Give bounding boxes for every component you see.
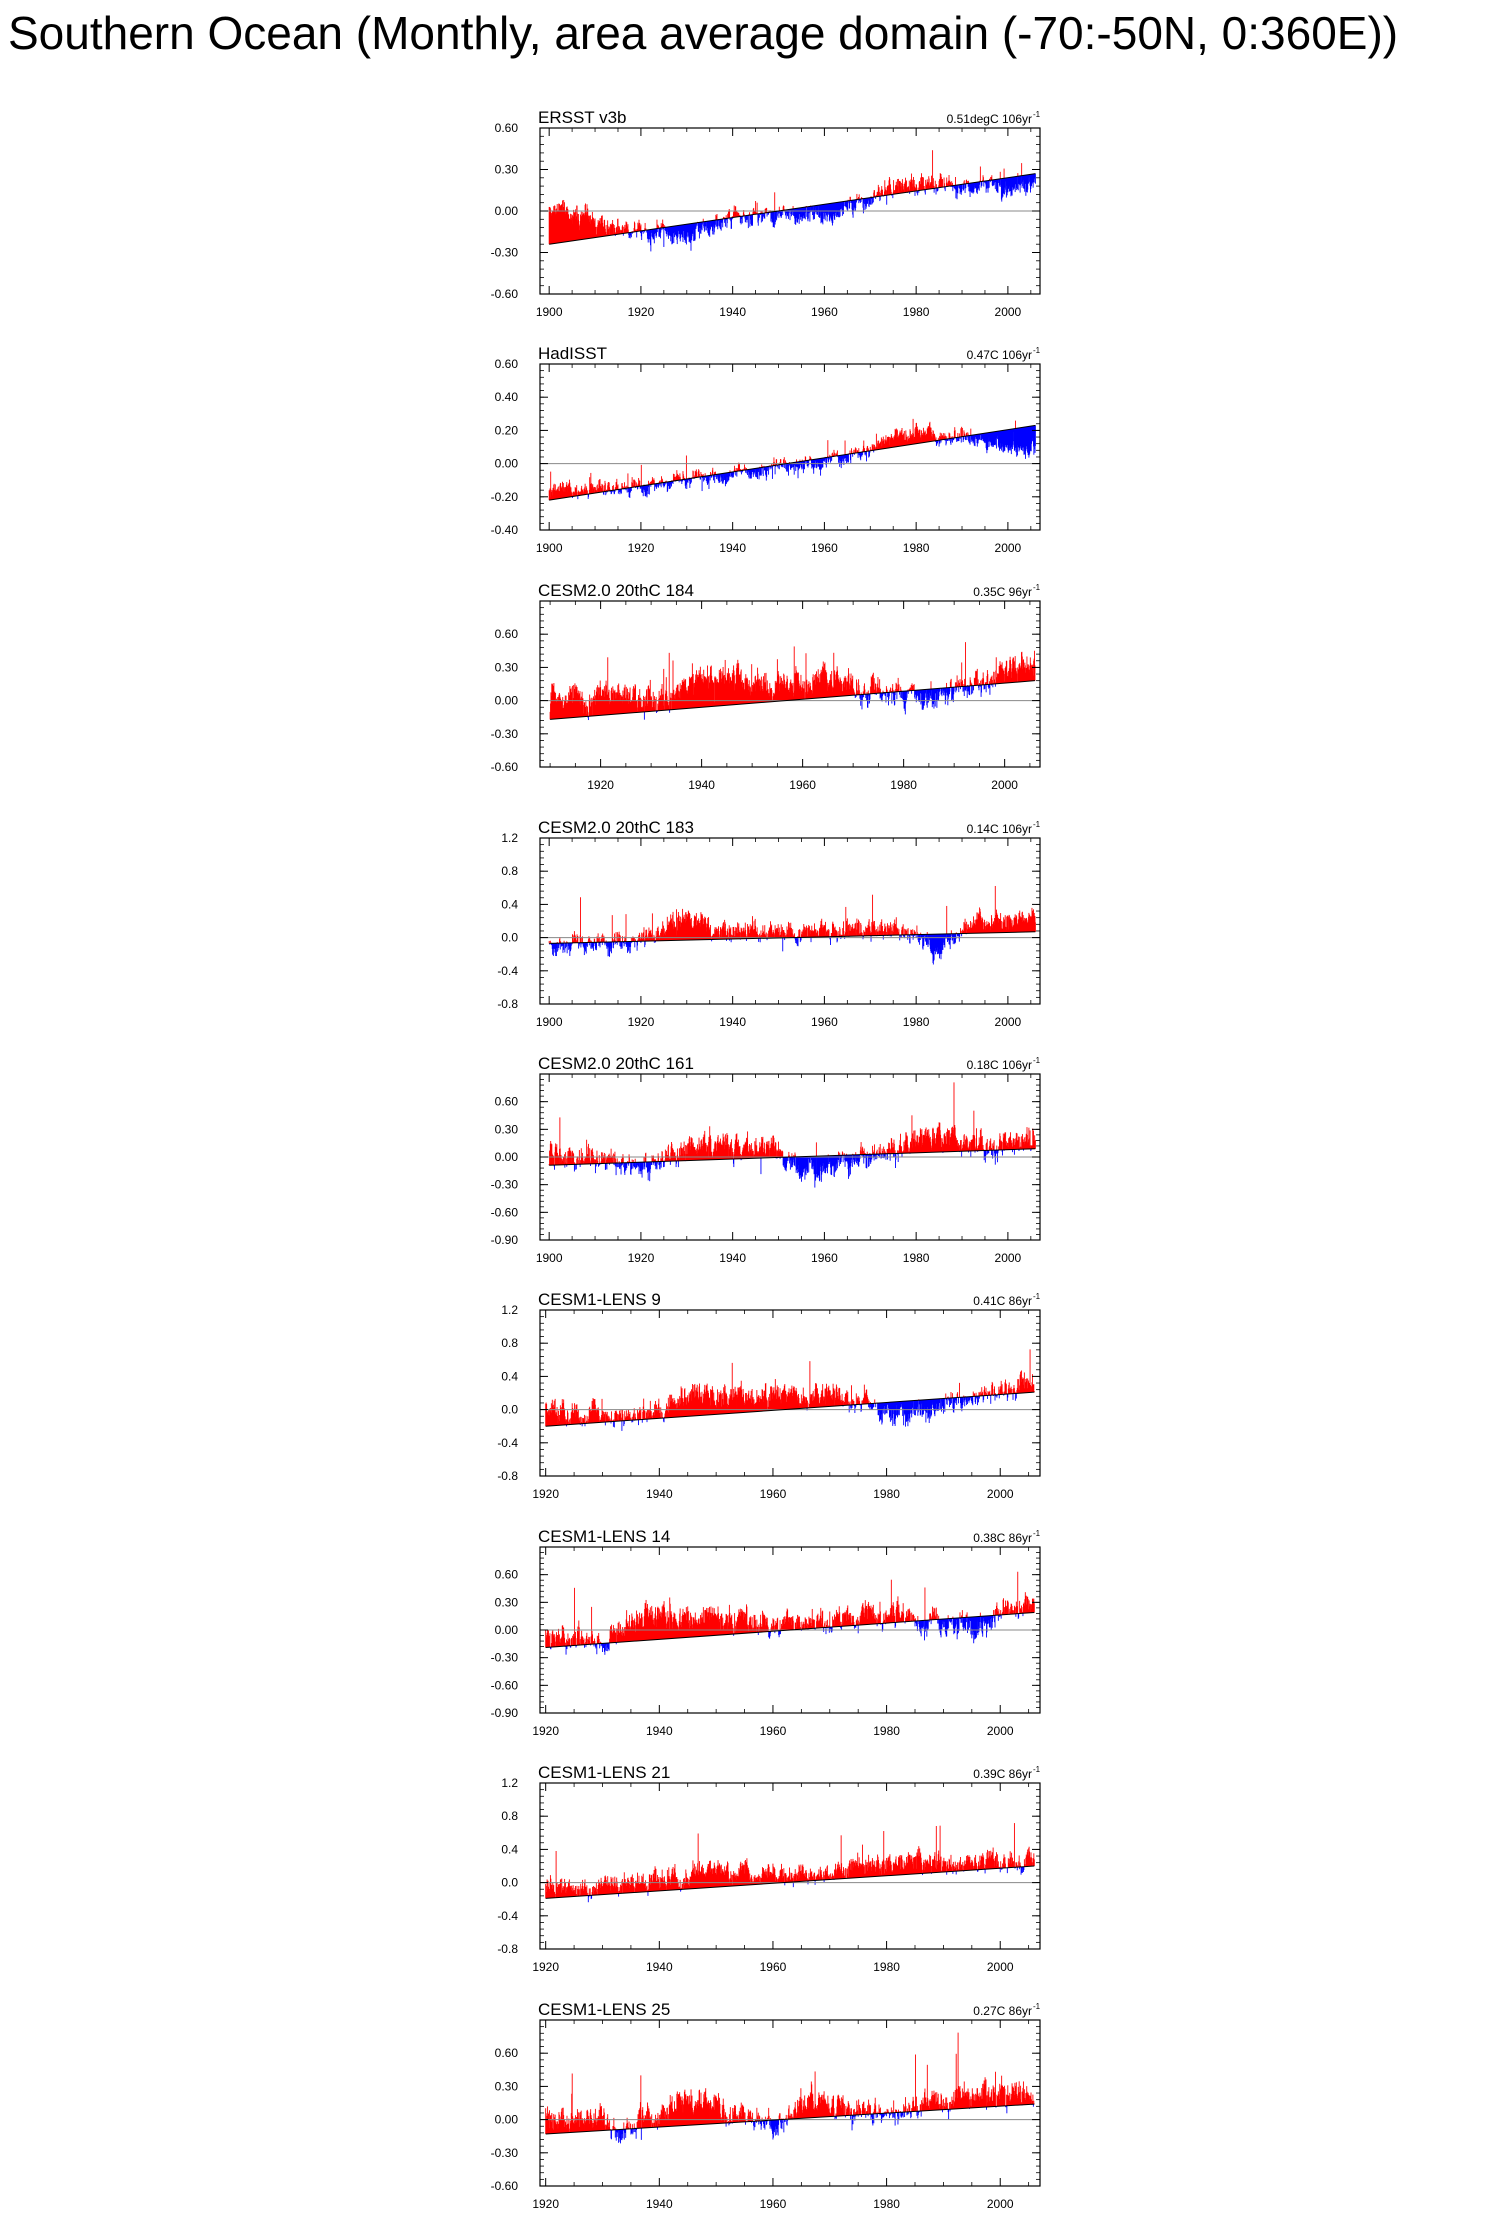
y-tick-label: 0.60 — [495, 121, 519, 135]
y-tick-label: -0.40 — [491, 523, 519, 537]
trend-label-sup: -1 — [1033, 820, 1041, 829]
x-tick-label: 2000 — [995, 305, 1022, 319]
y-tick-label: 0.00 — [495, 694, 519, 708]
panel-title: CESM2.0 20thC 184 — [538, 581, 694, 600]
anomaly-bars — [549, 886, 1035, 965]
y-tick-label: 0.40 — [495, 390, 519, 404]
trend-label: 0.47C 106yr — [967, 348, 1032, 362]
x-tick-label: 2000 — [991, 778, 1018, 792]
x-tick-label: 1900 — [536, 541, 563, 555]
trend-label: 0.35C 96yr — [973, 585, 1032, 599]
x-tick-label: 1920 — [587, 778, 614, 792]
y-tick-label: -0.60 — [491, 760, 519, 774]
y-tick-label: -0.20 — [491, 490, 519, 504]
trend-line — [549, 425, 1035, 500]
y-tick-label: 0.60 — [495, 357, 519, 371]
x-tick-label: 1940 — [719, 541, 746, 555]
chart-panel-1: ERSST v3b 0.51degC 106yr-1 -0.60 -0.30 0.00 0… — [0, 108, 1508, 344]
y-tick-label: 0.20 — [495, 423, 519, 437]
anomaly-bars — [549, 150, 1035, 251]
x-tick-label: 1900 — [536, 305, 563, 319]
panel-title: CESM2.0 20thC 183 — [538, 818, 694, 837]
trend-label: 0.14C 106yr — [967, 822, 1032, 836]
trend-label-sup: -1 — [1033, 583, 1041, 592]
x-tick-label: 1920 — [628, 305, 655, 319]
x-tick-label: 1960 — [811, 305, 838, 319]
trend-line — [549, 174, 1035, 245]
x-tick-label: 1920 — [628, 541, 655, 555]
x-tick-label: 1960 — [811, 541, 838, 555]
y-tick-label: 0.00 — [495, 204, 519, 218]
y-tick-label: -0.30 — [491, 727, 519, 741]
y-tick-label: 0.60 — [495, 627, 519, 641]
chart-panel-2: HadISST 0.47C 106yr-1 -0.40 -0.20 0.00 0.20 0.… — [0, 344, 1508, 580]
x-tick-label: 1960 — [789, 778, 816, 792]
trend-label-sup: -1 — [1033, 346, 1041, 355]
plot-frame — [540, 364, 1040, 530]
anomaly-bars — [550, 642, 1035, 720]
y-tick-label: 0.00 — [495, 457, 519, 471]
trend-label: 0.51degC 106yr — [947, 112, 1032, 126]
chart-panel-3: CESM2.0 20thC 184 0.35C 96yr-1 -0.60 -0.30 0… — [0, 581, 1508, 817]
x-tick-label: 2000 — [995, 541, 1022, 555]
trend-label-sup: -1 — [1033, 110, 1041, 119]
y-tick-label: -0.30 — [491, 246, 519, 260]
x-tick-label: 1980 — [903, 541, 930, 555]
panel-title: HadISST — [538, 344, 607, 363]
y-tick-label: 0.30 — [495, 163, 519, 177]
y-tick-label: -0.60 — [491, 287, 519, 301]
panel-title: ERSST v3b — [538, 108, 627, 127]
x-tick-label: 1980 — [890, 778, 917, 792]
anomaly-bars — [549, 419, 1035, 500]
x-tick-label: 1980 — [903, 305, 930, 319]
x-tick-label: 1940 — [719, 305, 746, 319]
x-tick-label: 1940 — [688, 778, 715, 792]
y-tick-label: 0.30 — [495, 660, 519, 674]
